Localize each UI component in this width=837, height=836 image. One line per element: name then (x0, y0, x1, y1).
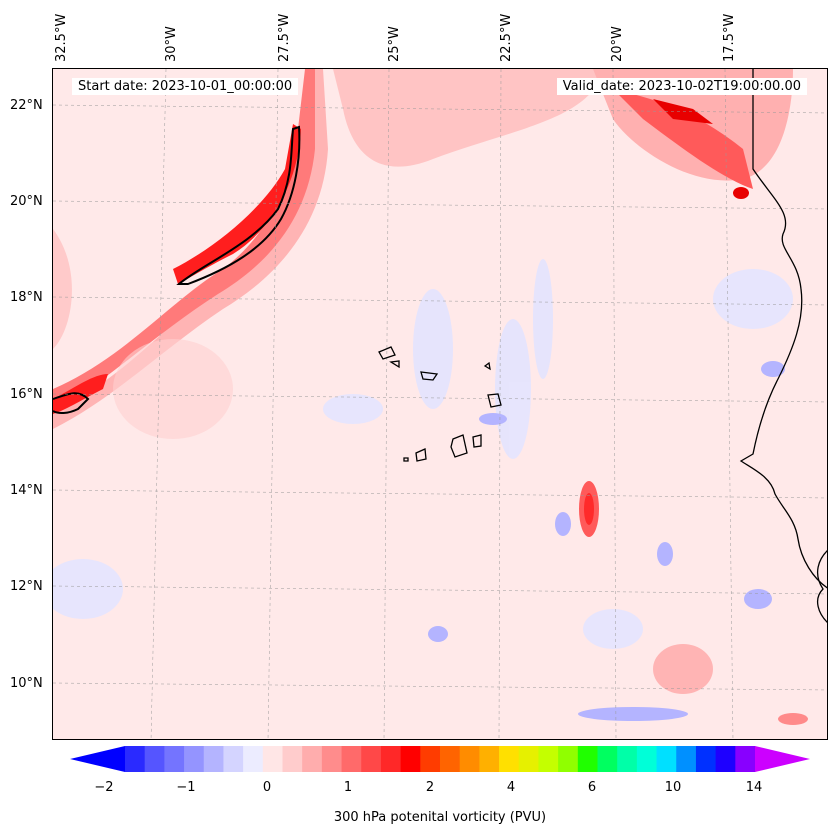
colorbar-segment (302, 746, 323, 772)
colorbar-low-extend (70, 746, 125, 772)
colorbar-segment (440, 746, 461, 772)
colorbar-segment (499, 746, 520, 772)
positive-pv-areas (53, 69, 808, 725)
lon-label-30w: 30°W (164, 26, 179, 62)
start-date-banner: Start date: 2023-10-01_00:00:00 (72, 78, 299, 95)
colorbar-segment (223, 746, 244, 772)
colorbar-tick: 2 (425, 780, 435, 795)
lat-label-14n: 14°N (10, 483, 43, 498)
colorbar-segment (144, 746, 165, 772)
pv-map-panel (52, 68, 828, 740)
pv-map-graphic (53, 69, 827, 739)
colorbar-segment (636, 746, 658, 772)
valid-date-banner: Valid_date: 2023-10-02T19:00:00.00 (556, 78, 807, 95)
lat-label-20n: 20°N (10, 194, 43, 209)
colorbar-segment (538, 746, 559, 772)
colorbar-tick: 4 (506, 780, 516, 795)
colorbar-tick: −1 (176, 780, 196, 795)
colorbar-segment (558, 746, 579, 772)
lon-label-20w: 20°W (610, 26, 625, 62)
africa-coastline (739, 69, 827, 589)
lon-label-22-5w: 22.5°W (499, 13, 514, 62)
colorbar-segment (715, 746, 736, 772)
colorbar-segment (459, 746, 480, 772)
cape-verde-islands (378, 346, 502, 462)
colorbar-segment (125, 746, 146, 772)
colorbar-segment (282, 746, 303, 772)
colorbar-tick: 0 (262, 780, 272, 795)
colorbar-segment (321, 746, 343, 772)
colorbar-segment (617, 746, 638, 772)
colorbar-segment (656, 746, 677, 772)
colorbar-segment (184, 746, 205, 772)
colorbar-segment (420, 746, 441, 772)
colorbar-high-extend (755, 746, 810, 772)
pv-2-contour-west (53, 392, 90, 415)
colorbar-segment (479, 746, 500, 772)
colorbar-segment (380, 746, 402, 772)
colorbar-segment (695, 746, 717, 772)
lon-label-25w: 25°W (387, 26, 402, 62)
lon-label-27-5w: 27.5°W (277, 13, 292, 62)
colorbar-label: 300 hPa potenital vorticity (PVU) (333, 810, 547, 825)
colorbar-segment (341, 746, 362, 772)
lat-label-22n: 22°N (10, 98, 43, 113)
colorbar-segment (735, 746, 756, 772)
africa-coastline-south (816, 550, 827, 623)
colorbar-segment (577, 746, 598, 772)
strong-negative-pv-areas (428, 361, 785, 721)
lon-label-32-5w: 32.5°W (54, 13, 69, 62)
colorbar (70, 746, 810, 772)
colorbar-segment (203, 746, 224, 772)
colorbar-segment (164, 746, 185, 772)
colorbar-tick: 14 (745, 780, 763, 795)
lat-label-10n: 10°N (10, 676, 43, 691)
colorbar-tick: −2 (94, 780, 114, 795)
lon-label-17-5w: 17.5°W (722, 13, 737, 62)
colorbar-tick: 1 (343, 780, 353, 795)
colorbar-segment (518, 746, 539, 772)
colorbar-segment (262, 746, 283, 772)
colorbar-segment (676, 746, 697, 772)
colorbar-tick: 10 (664, 780, 682, 795)
lat-label-16n: 16°N (10, 387, 43, 402)
colorbar-segment (400, 746, 421, 772)
colorbar-segment (243, 746, 264, 772)
pv-2-contour (176, 125, 301, 285)
lat-label-12n: 12°N (10, 579, 43, 594)
lat-label-18n: 18°N (10, 290, 43, 305)
colorbar-segment (597, 746, 618, 772)
colorbar-tick: 6 (587, 780, 597, 795)
colorbar-segment (361, 746, 382, 772)
